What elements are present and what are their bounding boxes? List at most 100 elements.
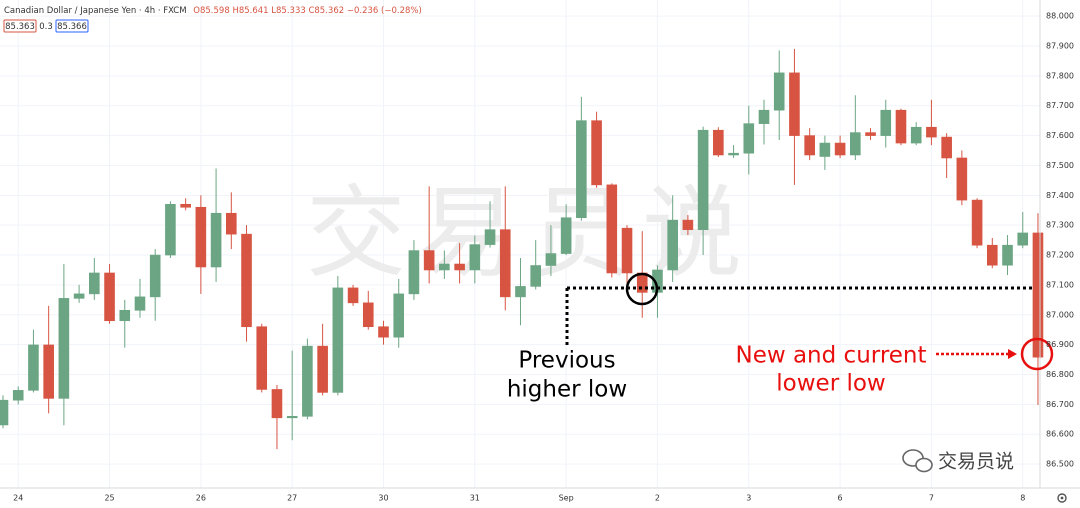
candle-body [926,126,937,138]
x-tick-label: 8 [1020,494,1025,503]
settings-icon[interactable] [1057,493,1067,503]
y-tick-label: 86.600 [1046,430,1074,439]
y-tick-label: 88.000 [1046,12,1074,21]
x-tick-label: Sep [559,494,574,503]
grid [0,0,1040,488]
y-tick-label: 87.300 [1046,221,1074,230]
candle-body [789,72,800,136]
candle-body [880,109,892,136]
ask-box [55,19,89,33]
bid-box [3,19,37,33]
arrow-head [1008,349,1017,359]
candle-body [73,293,85,299]
header: Canadian Dollar / Japanese Yen · 4h · FX… [4,6,422,16]
candle-body [302,345,313,417]
ohlc-open: O85.598 [193,6,229,16]
watermark: 交易员说 [306,174,754,291]
candle-body [241,233,252,328]
logo-icon [902,449,933,473]
candle-body [682,219,694,230]
annotation-line: New and current [735,343,926,369]
spread: 0.3 [39,22,53,32]
y-tick-label: 86.800 [1046,370,1074,379]
candle-body [530,265,542,287]
higher-low-line [565,286,1032,345]
candle-body [134,296,146,311]
candle-body [256,326,268,390]
y-tick-label: 87.200 [1046,251,1074,260]
candle-body [43,344,54,399]
ohlc-change: −0.236 (−0.28%) [347,6,422,16]
candle-body [941,136,952,159]
lower-low-circle [1020,337,1054,371]
annotation-line: lower low [776,371,885,397]
candle-body [484,229,496,245]
x-tick-label: 26 [196,494,206,503]
candle-body [713,129,724,156]
candle-body [621,227,633,274]
candle-body [850,132,861,156]
candle-body [956,157,968,201]
candle-body [58,298,70,399]
candle-body [1017,232,1029,246]
candle-body [971,199,983,246]
candle-body [104,272,115,322]
candle-body [499,229,511,298]
candle-body [758,109,770,124]
candle-body [773,72,785,111]
candle-body [0,399,9,426]
candle-body [408,250,420,295]
candle-body [28,344,39,391]
candle-body [834,142,846,156]
annotation-line: Previous [518,348,615,374]
candle-body [576,120,587,219]
candle-body [149,254,161,298]
y-tick-label: 87.500 [1046,161,1074,170]
candle-body [667,219,678,271]
candle-body [195,206,207,268]
candle-body [89,272,100,295]
candle-body [454,263,465,271]
candle-body [393,293,405,338]
candle-body [317,345,328,393]
y-tick-label: 87.800 [1046,71,1074,80]
candle-body [895,109,907,144]
candle-body [423,250,435,271]
candle-body [819,142,831,157]
x-tick-label: 3 [746,494,751,503]
candle-body [362,302,374,328]
bid-price: 85.363 [5,22,35,32]
x-tick-label: 7 [929,494,934,503]
x-tick-label: 27 [287,494,297,503]
candle-body [986,244,998,266]
candle-body [743,123,755,154]
candle-body [332,287,344,393]
y-tick-label: 86.700 [1046,400,1074,409]
x-tick-label: 31 [470,494,480,503]
candle-body [1002,244,1013,266]
x-tick-label: 24 [13,494,23,503]
ask-price: 85.366 [57,22,87,32]
symbol-title: Canadian Dollar / Japanese Yen · 4h · FX… [4,6,187,16]
candle-body [865,132,876,136]
ohlc-high: H85.641 [232,6,268,16]
y-tick-label: 87.100 [1046,280,1074,289]
ohlc-close: C85.362 [308,6,344,16]
candle-body [591,120,602,186]
candle-body [180,203,191,208]
candle-body [165,203,176,256]
x-tick-label: 6 [838,494,843,503]
candle-body [12,390,24,401]
candle-body [910,126,922,144]
x-tick-label: 30 [378,494,388,503]
annotation-line: higher low [507,377,627,403]
y-tick-label: 87.400 [1046,191,1074,200]
candle-body [439,263,450,271]
candle-body [226,212,237,235]
candle-body [378,326,389,338]
ohlc-low: L85.333 [271,6,305,16]
candle-body [119,310,131,322]
axes: 86.500 86.600 86.700 86.800 86.900 87.000 87.1… [13,12,1074,503]
